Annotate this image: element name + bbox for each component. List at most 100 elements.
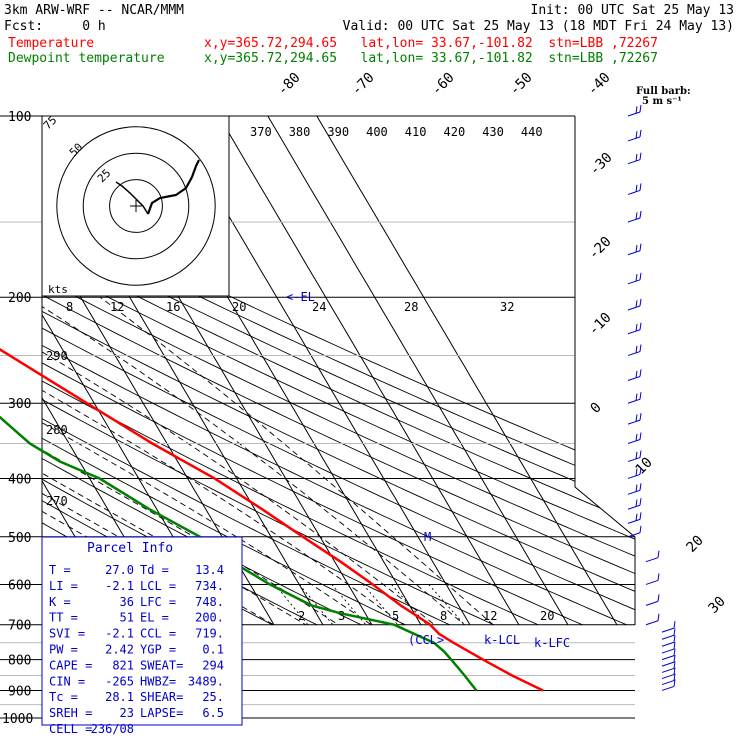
isotherm-50	[316, 116, 635, 625]
wind-barb-170	[627, 243, 642, 256]
isotherm-label-6: -20	[586, 234, 615, 263]
theta-label-left-1: 280	[46, 423, 68, 437]
right-axis	[574, 116, 636, 625]
pressure-label-900: 900	[8, 684, 31, 699]
wind-barb-375	[627, 450, 642, 463]
temperature-legend: Temperature	[8, 36, 95, 51]
init-time: Init: 00 UTC Sat 25 May 13	[530, 3, 735, 18]
wind-barb-740	[661, 628, 676, 640]
wind-barb-780	[661, 641, 676, 654]
wind-barb-700	[645, 613, 660, 626]
pressure-label-400: 400	[8, 472, 31, 487]
parcel-cell-1-1: -2.1	[105, 579, 134, 593]
wind-barb-400	[627, 467, 642, 479]
isotherm-label-2: -60	[429, 70, 458, 99]
parcel-cell-0-0: T =	[49, 563, 71, 577]
hodograph-axis-label-32: 32	[500, 300, 514, 314]
lcl-marker: k-LCL	[484, 633, 520, 647]
parcel-cell-1-2: LCL =	[140, 579, 176, 593]
lfc-marker: k-LFC	[534, 636, 570, 650]
theta-label-top-400: 400	[366, 125, 388, 139]
mixing-ratio-label-2: 2	[298, 609, 305, 623]
theta-label-top-440: 440	[521, 125, 543, 139]
parcel-cell-5-0: PW =	[49, 643, 78, 657]
pressure-label-1000: 1000	[2, 712, 33, 727]
wind-barb-820	[661, 655, 676, 667]
pressure-label-300: 300	[8, 397, 31, 412]
wind-barb-760	[661, 635, 676, 647]
theta-label-left-2: 270	[46, 494, 68, 508]
el-marker: <-EL	[286, 290, 315, 304]
barb-note-line1: Full barb:	[636, 86, 691, 97]
mixing-ratio-label-20: 20	[540, 609, 554, 623]
wind-barb-800	[661, 648, 676, 661]
wind-barb-350	[627, 432, 642, 445]
wind-barb-720	[661, 621, 676, 633]
parcel-cell-4-0: SVI =	[49, 627, 85, 641]
parcel-cell-10-0: CELL =	[49, 722, 92, 736]
parcel-cell-8-3: 25.	[202, 690, 224, 704]
wind-barb-150	[627, 210, 642, 223]
theta-label-top-370: 370	[250, 125, 272, 139]
wind-barb-300	[627, 392, 642, 404]
isotherm-30	[218, 116, 575, 625]
temperature-location: x,y=365.72,294.65 lat,lon= 33.67,-101.82…	[204, 36, 658, 51]
dry-adiabat-320	[42, 116, 635, 625]
parcel-cell-5-1: 2.42	[105, 643, 134, 657]
wind-barb-840	[661, 661, 676, 673]
hodograph-axis-label-12: 12	[110, 300, 124, 314]
pressure-label-100: 100	[8, 110, 31, 125]
wind-barb-475	[627, 512, 642, 524]
mixing-ratio-12	[391, 584, 509, 625]
theta-label-top-390: 390	[327, 125, 349, 139]
valid-time: Valid: 00 UTC Sat 25 May 13 (18 MDT Fri …	[342, 19, 734, 34]
hodograph-axis-label-16: 16	[166, 300, 180, 314]
mixing-ratio-label-3: 3	[338, 609, 345, 623]
forecast-hour: Fcst: 0 h	[4, 19, 106, 34]
parcel-cell-9-3: 6.5	[202, 706, 224, 720]
theta-label-top-380: 380	[289, 125, 311, 139]
parcel-cell-5-2: YGP =	[140, 643, 176, 657]
parcel-cell-6-3: 294	[202, 658, 224, 672]
wind-barb-250	[627, 344, 642, 357]
parcel-cell-7-2: HWBZ=	[140, 674, 176, 688]
parcel-cell-7-1: -265	[105, 674, 134, 688]
parcel-cell-2-1: 36	[120, 595, 134, 609]
dry-adiabat-340	[42, 116, 635, 625]
parcel-cell-8-1: 28.1	[105, 690, 134, 704]
parcel-cell-3-3: 200.	[195, 611, 224, 625]
isotherm-label-11: 30	[706, 594, 729, 617]
isotherm-label-8: 0	[588, 400, 605, 417]
pressure-label-700: 700	[8, 619, 31, 634]
hodograph-trace-low	[115, 181, 149, 215]
wind-barb-325	[627, 413, 642, 425]
parcel-cell-5-3: 0.1	[202, 643, 224, 657]
isotherm-label-7: -10	[586, 310, 615, 339]
mixing-ratio-label-8: 8	[440, 609, 447, 623]
wind-barb-100	[627, 104, 642, 117]
moist-adiabat-30	[42, 296, 575, 625]
isotherm-label-4: -40	[585, 70, 614, 99]
parcel-info-title: Parcel Info	[87, 541, 173, 556]
theta-label-left-0: 290	[46, 349, 68, 363]
hodograph-axis-label-28: 28	[404, 300, 418, 314]
wind-barb-500	[627, 525, 642, 538]
hodograph-units: kts	[48, 283, 68, 296]
isotherm-label-10: 20	[684, 533, 707, 556]
hodograph-ring-50	[82, 152, 190, 260]
model-title: 3km ARW-WRF -- NCAR/MMM	[4, 3, 185, 18]
parcel-cell-7-3: 3489.	[188, 674, 224, 688]
parcel-cell-6-2: SWEAT=	[140, 658, 183, 672]
pressure-label-500: 500	[8, 531, 31, 546]
parcel-info-box: Parcel Info T = 27.0 Td = 13.4 LI = -2.1 LCL =…	[41, 536, 243, 736]
wind-barb-110	[627, 129, 642, 142]
parcel-cell-4-1: -2.1	[105, 627, 134, 641]
wind-barb-860	[661, 667, 676, 680]
mixing-ratio-label-12: 12	[483, 609, 497, 623]
pressure-label-600: 600	[8, 578, 31, 593]
wind-barb-600	[645, 573, 660, 585]
mixing-ratio-2	[274, 584, 386, 625]
parcel-cell-3-0: TT =	[49, 611, 78, 625]
